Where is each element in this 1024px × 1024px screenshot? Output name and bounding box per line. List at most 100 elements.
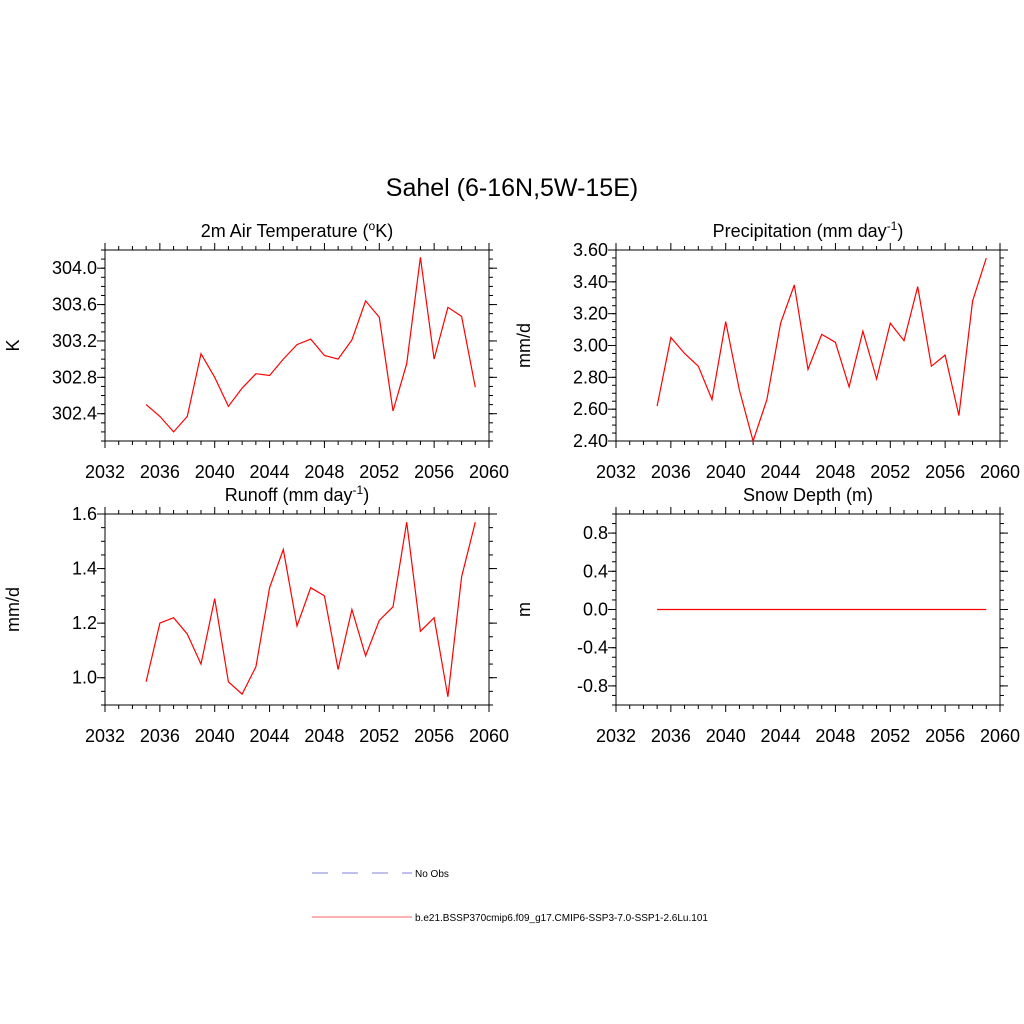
data-point [186,633,188,635]
title-tail: ) [363,485,369,505]
x-tick-label: 2052 [870,462,910,482]
title-text: Runoff (mm day [225,485,353,505]
y-tick-label: 2.60 [573,399,608,419]
legend-label: No Obs [415,869,449,880]
y-axis-label: mm/d [3,587,23,632]
plot-frame [615,249,1001,442]
panel-title: Precipitation (mm day-1) [713,219,904,241]
data-point [862,330,864,332]
panel-title: Runoff (mm day-1) [225,483,369,505]
x-tick-label: 2044 [250,462,290,482]
data-point [419,630,421,632]
y-tick-label: 3.40 [573,272,608,292]
y-tick-label: 2.80 [573,367,608,387]
data-point [807,368,809,370]
data-point [889,322,891,324]
data-point [337,358,339,360]
data-point [779,322,781,324]
data-point [711,398,713,400]
data-point [406,521,408,523]
data-point [766,398,768,400]
data-point [930,365,932,367]
x-tick-label: 2036 [140,726,180,746]
x-tick-label: 2048 [815,462,855,482]
data-point [474,521,476,523]
data-point [821,333,823,335]
y-tick-label: 302.8 [52,367,97,387]
data-point [145,403,147,405]
x-tick-label: 2040 [195,462,235,482]
data-point [214,376,216,378]
data-point [296,625,298,627]
data-point [378,316,380,318]
x-tick-label: 2060 [980,726,1020,746]
data-point [697,365,699,367]
y-tick-label: 1.6 [72,504,97,524]
data-point [433,616,435,618]
data-point [447,696,449,698]
title-superscript: o [369,219,376,233]
data-point [474,386,476,388]
series-line [145,257,476,433]
x-tick-label: 2036 [651,726,691,746]
x-tick-label: 2032 [596,462,636,482]
x-tick-label: 2044 [250,726,290,746]
data-point [848,386,850,388]
data-point [392,410,394,412]
data-point [159,622,161,624]
y-tick-label: -0.8 [577,676,608,696]
data-point [670,336,672,338]
y-tick-label: 302.4 [52,404,97,424]
data-point [889,608,891,610]
panel-2: Precipitation (mm day-1) mm/d 2032 2036 2040… [514,219,1020,482]
data-point [903,340,905,342]
data-point [200,663,202,665]
data-point [241,693,243,695]
plot-frame [104,513,490,706]
series-line [145,522,476,697]
y-tick-label: 3.00 [573,336,608,356]
figure-title: Sahel (6-16N,5W-15E) [386,174,638,202]
x-tick-label: 2052 [359,726,399,746]
data-point [200,352,202,354]
data-point [296,343,298,345]
data-point [834,341,836,343]
data-point [392,606,394,608]
y-tick-label: -0.4 [577,638,608,658]
data-point [172,431,174,433]
data-point [875,608,877,610]
y-tick-label: 2.40 [573,431,608,451]
legend: No Obs b.e21.BSSP370cmip6.f09_g17.CMIP6-S… [312,869,708,924]
y-tick-label: 0.0 [583,600,608,620]
data-point [944,608,946,610]
y-axis-label: mm/d [514,323,534,368]
data-point [711,608,713,610]
data-point [323,595,325,597]
data-point [255,666,257,668]
data-point [917,608,919,610]
data-point [419,256,421,258]
data-point [241,387,243,389]
y-tick-label: 303.6 [52,295,97,315]
data-point [985,608,987,610]
title-superscript: -1 [353,483,364,497]
data-point [683,608,685,610]
panel-3: Runoff (mm day-1) mm/d 2032 2036 2040 2044 204… [3,483,509,746]
data-point [807,608,809,610]
data-point [670,608,672,610]
data-point [862,608,864,610]
title-superscript: -1 [887,219,898,233]
data-point [159,415,161,417]
x-tick-label: 2052 [870,726,910,746]
data-point [697,608,699,610]
data-point [227,405,229,407]
data-point [433,358,435,360]
data-point [903,608,905,610]
data-point [337,668,339,670]
data-point [172,616,174,618]
x-tick-label: 2040 [195,726,235,746]
data-point [378,619,380,621]
x-tick-label: 2040 [706,462,746,482]
y-tick-label: 0.8 [583,523,608,543]
